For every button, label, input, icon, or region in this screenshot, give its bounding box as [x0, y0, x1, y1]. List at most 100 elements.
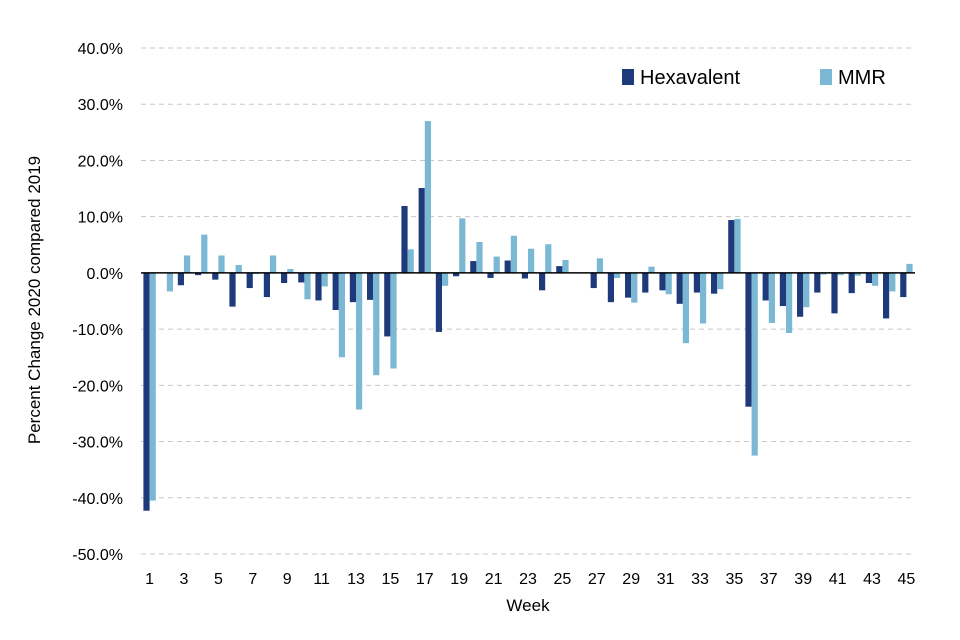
bar-mmr-week-2	[166, 272, 173, 292]
bar-hexavalent-week-24	[539, 272, 546, 291]
bar-mmr-week-37	[768, 272, 775, 323]
x-tick-label: 27	[588, 571, 606, 588]
y-axis-ticks: 40.0% 30.0% 20.0% 10.0% 0.0% -10.0% -20.0% -30.…	[72, 41, 123, 564]
bar-mmr-week-22	[510, 235, 517, 273]
bar-mmr-week-11	[321, 272, 328, 287]
bar-hexavalent-week-18	[435, 272, 442, 332]
bar-mmr-week-10	[304, 272, 311, 300]
bar-mmr-week-1	[149, 272, 156, 501]
bar-hexavalent-week-11	[315, 272, 322, 301]
bar-hexavalent-week-12	[332, 272, 339, 310]
legend-swatch-hexavalent	[622, 69, 634, 85]
bar-hexavalent-week-20	[470, 261, 477, 273]
x-tick-label: 9	[283, 571, 292, 588]
bar-hexavalent-week-35	[728, 220, 735, 273]
bar-mmr-week-24	[545, 244, 552, 273]
bar-hexavalent-week-3	[177, 272, 184, 286]
bar-mmr-week-14	[373, 272, 380, 376]
bar-hexavalent-week-25	[556, 266, 563, 273]
x-tick-label: 15	[382, 571, 400, 588]
y-tick-label: -30.0%	[72, 435, 123, 452]
x-tick-label: 19	[450, 571, 468, 588]
x-tick-label: 29	[622, 571, 640, 588]
bar-hexavalent-week-36	[745, 272, 752, 407]
bar-hexavalent-week-39	[797, 272, 804, 317]
bar-hexavalent-week-16	[401, 205, 408, 273]
bar-hexavalent-week-10	[298, 272, 305, 283]
bar-mmr-week-15	[390, 272, 397, 369]
bar-hexavalent-week-19	[453, 272, 460, 277]
y-tick-label: 40.0%	[78, 41, 123, 58]
bar-hexavalent-week-34	[711, 272, 718, 294]
legend-label-hexavalent: Hexavalent	[640, 67, 741, 89]
bar-mmr-week-5	[218, 255, 225, 273]
bar-mmr-week-16	[407, 249, 414, 273]
bar-hexavalent-week-6	[229, 272, 236, 307]
y-axis-title: Percent Change 2020 compared 2019	[25, 156, 44, 444]
bar-mmr-week-18	[442, 272, 449, 286]
y-tick-label: -10.0%	[72, 322, 123, 339]
bar-mmr-week-8	[270, 255, 277, 273]
y-tick-label: -40.0%	[72, 491, 123, 508]
x-tick-label: 45	[898, 571, 916, 588]
bar-hexavalent-week-43	[865, 272, 872, 284]
bar-mmr-week-39	[803, 272, 810, 308]
x-tick-label: 37	[760, 571, 778, 588]
bar-hexavalent-week-9	[281, 272, 288, 284]
bar-mmr-week-6	[235, 265, 242, 273]
bar-mmr-week-19	[459, 218, 466, 273]
x-tick-label: 21	[485, 571, 503, 588]
bar-hexavalent-week-23	[521, 272, 528, 279]
bar-mmr-week-34	[717, 272, 724, 290]
bar-mmr-week-23	[528, 248, 535, 273]
bar-hexavalent-week-42	[848, 272, 855, 294]
bar-hexavalent-week-30	[642, 272, 649, 293]
bar-mmr-week-27	[596, 258, 603, 273]
y-tick-label: 20.0%	[78, 153, 123, 170]
x-tick-label: 3	[180, 571, 189, 588]
x-tick-label: 43	[863, 571, 881, 588]
y-tick-label: 30.0%	[78, 97, 123, 114]
bar-mmr-week-13	[356, 272, 363, 410]
x-tick-label: 41	[829, 571, 847, 588]
bar-mmr-week-42	[854, 272, 861, 276]
x-tick-label: 17	[416, 571, 434, 588]
bar-hexavalent-week-15	[384, 272, 391, 337]
gridlines	[141, 47, 915, 555]
bar-mmr-week-20	[476, 241, 483, 273]
legend-label-mmr: MMR	[838, 67, 886, 89]
bar-mmr-week-41	[837, 272, 844, 276]
x-tick-label: 35	[726, 571, 744, 588]
x-tick-label: 23	[519, 571, 537, 588]
bar-hexavalent-week-45	[900, 272, 907, 298]
bar-hexavalent-week-41	[831, 272, 838, 314]
bar-hexavalent-week-4	[195, 272, 202, 276]
bar-hexavalent-week-14	[367, 272, 374, 300]
bar-hexavalent-week-22	[504, 260, 511, 273]
bar-mmr-week-32	[682, 272, 689, 344]
bar-mmr-week-44	[889, 272, 896, 292]
bar-hexavalent-week-7	[246, 272, 253, 289]
bar-mmr-week-28	[614, 272, 621, 278]
bar-hexavalent-week-40	[814, 272, 821, 293]
bar-mmr-week-45	[906, 263, 913, 273]
bar-hexavalent-week-31	[659, 272, 666, 291]
bar-mmr-week-9	[287, 268, 294, 273]
bar-mmr-week-31	[665, 272, 672, 295]
bar-hexavalent-week-8	[263, 272, 270, 298]
bar-mmr-week-17	[424, 121, 431, 273]
legend: Hexavalent MMR	[622, 67, 886, 89]
x-tick-label: 7	[248, 571, 257, 588]
bar-mmr-week-40	[820, 272, 827, 275]
bar-mmr-week-4	[201, 234, 208, 273]
bar-mmr-week-25	[562, 259, 569, 273]
bar-hexavalent-week-27	[590, 272, 597, 289]
bar-hexavalent-week-32	[676, 272, 683, 304]
legend-swatch-mmr	[820, 69, 832, 85]
bar-mmr-week-30	[648, 266, 655, 273]
bar-mmr-week-21	[493, 256, 500, 273]
y-tick-label: 0.0%	[87, 266, 123, 283]
bar-hexavalent-week-33	[693, 272, 700, 293]
x-tick-label: 33	[691, 571, 709, 588]
